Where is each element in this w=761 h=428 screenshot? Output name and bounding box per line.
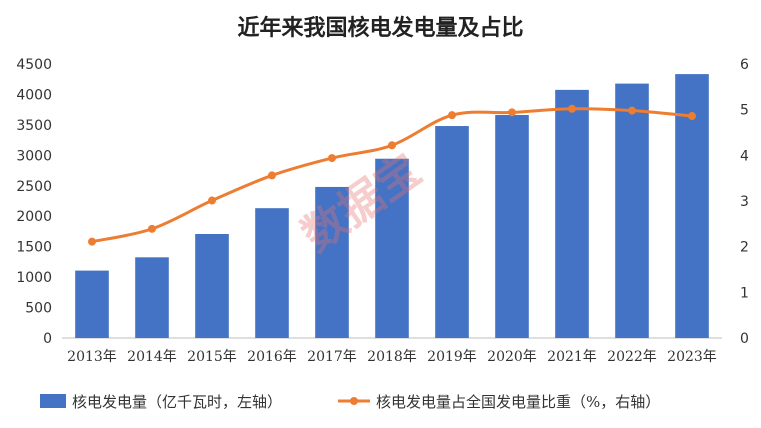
x-tick-label: 2016年 bbox=[247, 349, 297, 365]
y-right-tick-label: 2 bbox=[740, 240, 749, 256]
y-right-tick-label: 5 bbox=[740, 103, 749, 119]
bar bbox=[255, 208, 289, 338]
y-left-tick-label: 2500 bbox=[16, 179, 52, 195]
y-right-tick-label: 1 bbox=[740, 285, 749, 301]
legend-line-marker bbox=[350, 397, 358, 405]
y-left-tick-label: 4000 bbox=[16, 87, 52, 103]
y-left-tick-label: 0 bbox=[43, 331, 52, 347]
y-left-tick-label: 1500 bbox=[16, 240, 52, 256]
x-tick-label: 2015年 bbox=[187, 349, 237, 365]
y-left-tick-label: 500 bbox=[25, 301, 52, 317]
bar bbox=[315, 186, 349, 338]
bar bbox=[75, 270, 109, 338]
x-tick-label: 2020年 bbox=[487, 349, 537, 365]
y-left-tick-label: 4500 bbox=[16, 57, 52, 73]
line-point bbox=[448, 111, 456, 120]
legend-bar-label: 核电发电量（亿千瓦时，左轴） bbox=[72, 393, 282, 411]
x-tick-label: 2022年 bbox=[607, 349, 657, 365]
x-tick-label: 2013年 bbox=[67, 349, 117, 365]
line-point bbox=[568, 104, 576, 113]
y-left-tick-label: 3000 bbox=[16, 148, 52, 164]
x-tick-label: 2019年 bbox=[427, 349, 477, 365]
line-point bbox=[88, 237, 96, 246]
bar bbox=[135, 257, 169, 338]
bar bbox=[615, 83, 649, 338]
bar bbox=[195, 234, 229, 338]
x-tick-label: 2023年 bbox=[667, 349, 717, 365]
y-left-tick-label: 1000 bbox=[16, 270, 52, 286]
x-tick-label: 2021年 bbox=[547, 349, 597, 365]
x-tick-label: 2018年 bbox=[367, 349, 417, 365]
x-tick-label: 2014年 bbox=[127, 349, 177, 365]
line-point bbox=[388, 141, 396, 150]
line-point bbox=[508, 108, 516, 117]
y-right-tick-label: 0 bbox=[740, 331, 749, 347]
line-point bbox=[628, 106, 636, 115]
bar bbox=[495, 115, 529, 338]
line-point bbox=[268, 171, 276, 180]
bar bbox=[375, 158, 409, 338]
bar bbox=[435, 126, 469, 338]
y-right-tick-label: 4 bbox=[740, 148, 749, 164]
line-point bbox=[148, 224, 156, 233]
legend-line-label: 核电发电量占全国发电量比重（%，右轴） bbox=[376, 393, 660, 411]
chart-title: 近年来我国核电发电量及占比 bbox=[237, 15, 524, 41]
legend-bar-swatch bbox=[40, 394, 66, 408]
bar bbox=[555, 89, 589, 338]
y-right-tick-label: 6 bbox=[740, 57, 749, 73]
y-right-tick-label: 3 bbox=[740, 194, 749, 210]
line-point bbox=[328, 154, 336, 163]
y-left-tick-label: 3500 bbox=[16, 118, 52, 134]
x-tick-label: 2017年 bbox=[307, 349, 357, 365]
line-point bbox=[208, 196, 216, 205]
line-point bbox=[688, 112, 696, 121]
y-left-tick-label: 2000 bbox=[16, 209, 52, 225]
